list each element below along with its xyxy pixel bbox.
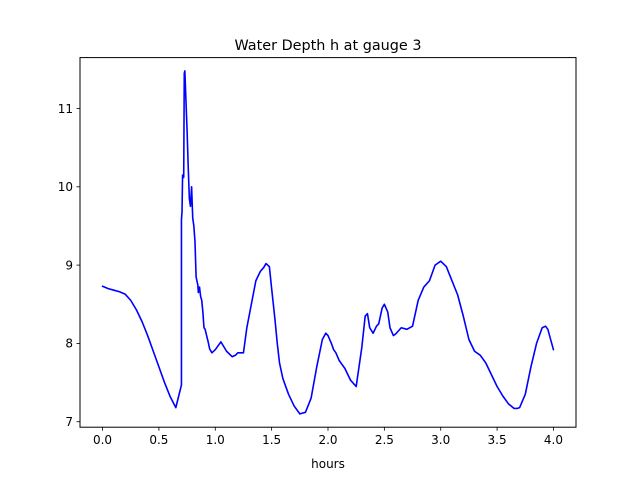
x-axis-label: hours: [311, 457, 345, 471]
plot-area: [101, 70, 555, 415]
x-tick-label: 1.0: [206, 433, 225, 447]
x-axis-ticks: 0.0 0.5 1.0 1.5 2.0 2.5 3.0 3.5 4.0: [93, 427, 563, 447]
y-axis-ticks: 7 8 9 10 11: [58, 102, 80, 429]
chart-title: Water Depth h at gauge 3: [234, 38, 421, 54]
series-line-0: [101, 70, 555, 415]
x-tick-label: 2.0: [318, 433, 337, 447]
x-tick-label: 3.5: [488, 433, 507, 447]
x-tick-label: 0.0: [93, 433, 112, 447]
y-tick-label: 8: [65, 337, 73, 351]
x-tick-label: 3.0: [431, 433, 450, 447]
y-tick-label: 11: [58, 102, 73, 116]
axes-frame: [79, 57, 577, 428]
x-tick-label: 1.5: [262, 433, 281, 447]
y-tick-label: 7: [65, 415, 73, 429]
x-tick-label: 2.5: [375, 433, 394, 447]
x-tick-label: 4.0: [544, 433, 563, 447]
x-tick-label: 0.5: [149, 433, 168, 447]
y-tick-label: 9: [65, 258, 73, 272]
y-tick-label: 10: [58, 180, 73, 194]
